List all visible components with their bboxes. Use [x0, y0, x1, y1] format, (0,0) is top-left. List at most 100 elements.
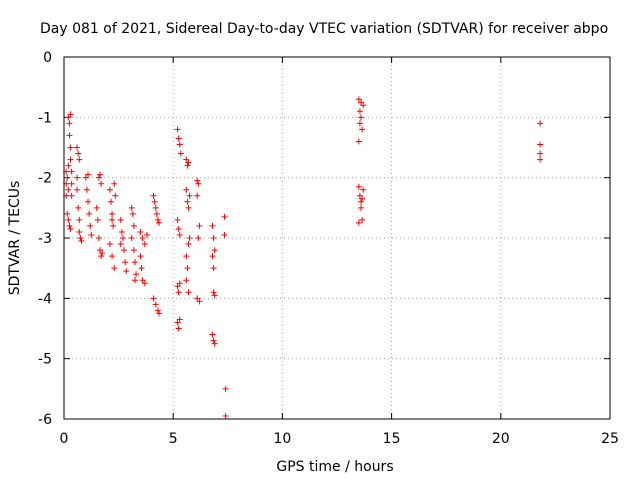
data-point — [355, 96, 362, 103]
data-point — [183, 277, 190, 284]
data-point — [177, 150, 184, 157]
data-point — [175, 325, 182, 332]
data-point — [355, 138, 362, 145]
data-point — [68, 168, 75, 175]
chart-title: Day 081 of 2021, Sidereal Day-to-day VTE… — [40, 21, 608, 37]
data-point — [221, 231, 228, 238]
data-point — [185, 289, 192, 296]
data-point — [358, 204, 365, 211]
y-tick-label: 0 — [43, 50, 52, 66]
data-point — [137, 228, 144, 235]
data-point — [175, 135, 182, 142]
data-point — [86, 210, 93, 217]
data-point — [109, 210, 116, 217]
data-point — [185, 159, 192, 166]
data-point — [359, 126, 366, 133]
data-point — [153, 210, 160, 217]
data-point — [174, 126, 181, 133]
data-point — [355, 183, 362, 190]
data-point — [66, 222, 73, 229]
data-point — [117, 241, 124, 248]
data-point — [360, 102, 367, 109]
data-points — [63, 96, 544, 419]
data-point — [65, 216, 72, 223]
x-tick-label: 0 — [60, 431, 69, 447]
data-point — [176, 316, 183, 323]
data-point — [74, 186, 81, 193]
data-point — [112, 192, 119, 199]
tick-labels: 0 5 10 15 20 25 0 -1 -2 -3 -4 -5 -6 — [38, 50, 619, 447]
x-axis-label: GPS time / hours — [276, 459, 393, 475]
data-point — [67, 144, 74, 151]
data-point — [93, 204, 100, 211]
data-point — [359, 195, 366, 202]
data-point — [111, 265, 118, 272]
data-point — [141, 241, 148, 248]
data-point — [186, 235, 193, 241]
data-point — [358, 198, 365, 205]
data-point — [83, 186, 90, 193]
data-point — [184, 265, 191, 272]
data-point — [67, 225, 74, 232]
data-point — [74, 144, 81, 151]
data-point — [150, 192, 157, 199]
data-point — [356, 108, 363, 115]
data-point — [122, 259, 129, 266]
data-point — [95, 235, 102, 241]
data-point — [196, 298, 203, 305]
y-tick-label: -6 — [38, 412, 52, 428]
data-point — [194, 295, 201, 302]
data-point — [123, 268, 130, 275]
x-tick-label: 15 — [383, 431, 401, 447]
data-point — [74, 174, 81, 181]
data-point — [109, 216, 116, 223]
data-point — [88, 231, 95, 238]
data-point — [139, 277, 146, 284]
data-point — [76, 216, 83, 223]
data-point — [128, 235, 135, 241]
data-point — [68, 192, 75, 199]
data-point — [356, 192, 363, 199]
data-point — [176, 280, 183, 287]
data-point — [133, 271, 140, 278]
data-point — [183, 156, 190, 163]
data-point — [211, 340, 218, 347]
data-point — [221, 213, 228, 220]
data-point — [97, 171, 104, 178]
x-tick-label: 5 — [169, 431, 178, 447]
data-point — [85, 198, 92, 205]
data-point — [143, 231, 150, 238]
data-point — [211, 247, 218, 254]
data-point — [209, 331, 216, 338]
data-point — [210, 337, 217, 344]
data-point — [151, 198, 158, 205]
data-point — [183, 186, 190, 193]
data-point — [194, 192, 201, 199]
data-point — [537, 120, 544, 127]
data-point — [139, 235, 146, 241]
data-point — [131, 277, 138, 284]
data-point — [76, 228, 83, 235]
data-point — [66, 120, 73, 127]
data-point — [152, 301, 159, 308]
data-point — [174, 216, 181, 223]
data-point — [150, 295, 157, 302]
x-tick-label: 25 — [601, 431, 619, 447]
x-tick-label: 10 — [273, 431, 291, 447]
data-point — [121, 247, 128, 254]
data-point — [359, 216, 366, 223]
y-tick-label: -2 — [38, 171, 52, 187]
data-point — [185, 241, 192, 248]
data-point — [176, 231, 183, 238]
data-point — [111, 180, 118, 187]
data-point — [209, 222, 216, 229]
data-point — [210, 265, 217, 272]
data-point — [75, 204, 82, 211]
data-point — [129, 210, 136, 217]
data-point — [175, 289, 182, 296]
data-point — [98, 253, 105, 260]
data-point — [82, 174, 89, 181]
data-point — [195, 180, 202, 187]
data-point — [186, 192, 193, 199]
data-point — [154, 307, 161, 314]
